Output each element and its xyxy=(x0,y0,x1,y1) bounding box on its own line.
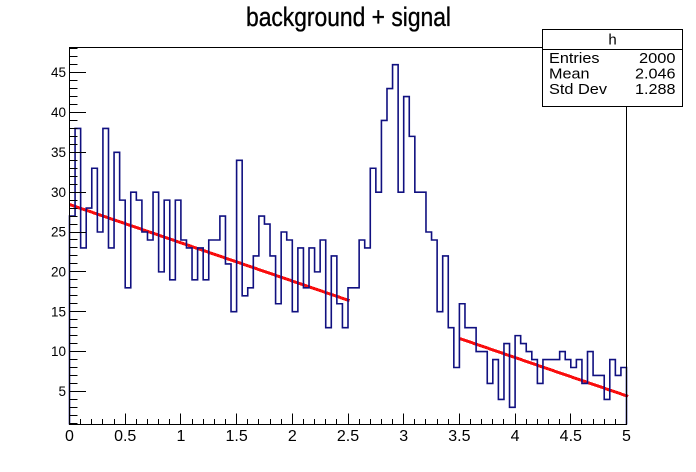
svg-text:4: 4 xyxy=(511,428,520,445)
svg-text:0.5: 0.5 xyxy=(114,428,136,445)
svg-text:40: 40 xyxy=(51,105,66,120)
svg-text:30: 30 xyxy=(51,185,66,200)
svg-text:Entries: Entries xyxy=(549,50,600,67)
svg-text:1.288: 1.288 xyxy=(635,81,676,98)
svg-text:4.5: 4.5 xyxy=(560,428,582,445)
svg-text:background + signal: background + signal xyxy=(246,2,451,32)
svg-text:2: 2 xyxy=(288,428,297,445)
svg-text:2000: 2000 xyxy=(639,50,676,67)
svg-text:5: 5 xyxy=(58,384,66,399)
svg-text:Std Dev: Std Dev xyxy=(549,81,608,98)
svg-text:15: 15 xyxy=(51,304,66,319)
svg-text:3.5: 3.5 xyxy=(448,428,470,445)
svg-text:1.5: 1.5 xyxy=(225,428,247,445)
svg-text:h: h xyxy=(608,31,616,48)
svg-text:3: 3 xyxy=(399,428,408,445)
svg-text:35: 35 xyxy=(51,145,66,160)
svg-text:2.046: 2.046 xyxy=(635,65,676,82)
svg-text:0: 0 xyxy=(65,428,74,445)
svg-text:5: 5 xyxy=(622,428,631,445)
svg-text:Mean: Mean xyxy=(549,65,590,82)
svg-text:25: 25 xyxy=(51,225,66,240)
svg-text:2.5: 2.5 xyxy=(337,428,359,445)
svg-text:20: 20 xyxy=(51,264,66,279)
svg-text:45: 45 xyxy=(51,65,66,80)
svg-text:10: 10 xyxy=(51,344,66,359)
svg-text:1: 1 xyxy=(176,428,185,445)
